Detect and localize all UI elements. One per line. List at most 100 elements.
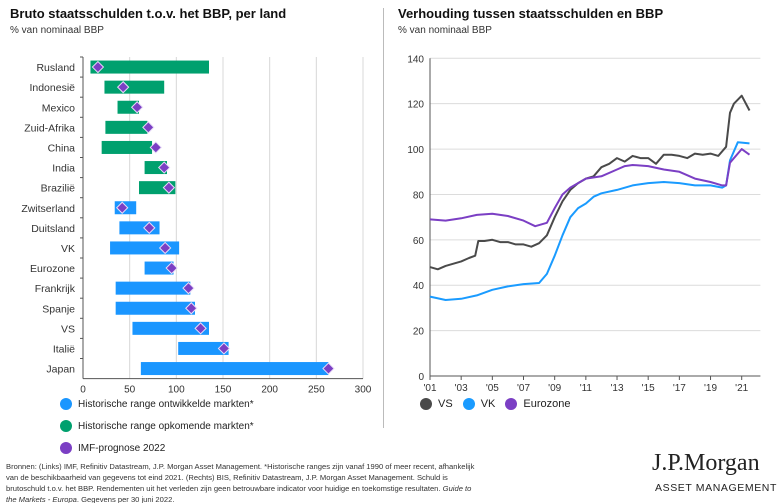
imf-marker-Zuid-Afrika bbox=[142, 121, 155, 134]
imf-marker-Duitsland bbox=[143, 221, 156, 235]
category-label: VK bbox=[61, 243, 75, 255]
logo-subtitle: ASSET MANAGEMENT bbox=[655, 482, 778, 494]
imf-marker-Zwitserland bbox=[115, 201, 129, 214]
x-tick-label: '21 bbox=[735, 383, 748, 394]
line-series-Eurozone bbox=[429, 148, 751, 228]
imf-marker-China bbox=[149, 141, 163, 154]
legend-label-vs: VS bbox=[438, 398, 453, 410]
imf-marker-Brazilië bbox=[162, 181, 176, 194]
legend-dot-green bbox=[60, 420, 72, 432]
legend-dot-vk bbox=[462, 398, 475, 410]
category-label: Duitsland bbox=[31, 223, 75, 235]
category-label: Indonesië bbox=[29, 82, 75, 94]
imf-marker-VK bbox=[158, 241, 172, 255]
range-bar-China bbox=[101, 140, 153, 154]
imf-marker-Mexico bbox=[130, 101, 144, 114]
x-tick-label: '15 bbox=[642, 383, 655, 394]
x-tick-label: 150 bbox=[215, 385, 232, 396]
y-tick-label: 140 bbox=[407, 54, 424, 65]
x-tick-label: '09 bbox=[548, 383, 561, 394]
imf-marker-Rusland bbox=[91, 60, 105, 74]
category-label: Mexico bbox=[42, 102, 75, 114]
legend-imf: IMF-prognose 2022 bbox=[60, 442, 165, 454]
line-legend: VS VK Eurozone bbox=[420, 398, 570, 410]
range-bar-VS bbox=[132, 321, 209, 335]
x-tick-label: '01 bbox=[423, 383, 436, 394]
category-label: Brazilië bbox=[41, 183, 76, 195]
y-tick-label: 120 bbox=[407, 100, 424, 111]
debt-line-chart: 0 20 40 60 80 100 120 140 '01 '03 '05 '07 '09 '11 '13 '… bbox=[407, 54, 761, 394]
x-tick-label: 200 bbox=[261, 385, 278, 396]
category-label: Rusland bbox=[36, 62, 75, 74]
y-tick-label: 60 bbox=[413, 236, 425, 247]
y-tick-label: 80 bbox=[413, 190, 425, 201]
imf-marker-Japan bbox=[322, 362, 335, 375]
logo-jpmorgan: J.P.Morgan bbox=[652, 450, 760, 476]
legend-label: Historische range opkomende markten* bbox=[78, 420, 254, 432]
y-tick-label: 100 bbox=[407, 145, 424, 156]
x-tick-label: '07 bbox=[517, 383, 530, 394]
range-bar-Spanje bbox=[115, 301, 195, 315]
category-label: China bbox=[48, 142, 76, 154]
legend-label: Historische range ontwikkelde markten* bbox=[78, 398, 254, 410]
imf-marker-Spanje bbox=[185, 302, 198, 315]
range-bar-Japan bbox=[140, 362, 329, 376]
footer-sources: Bronnen: (Links) IMF, Refinitiv Datastre… bbox=[6, 461, 476, 503]
line-series-VK bbox=[429, 141, 750, 301]
range-bar-Mexico bbox=[117, 100, 139, 114]
range-bar-Italië bbox=[178, 341, 229, 355]
imf-marker-VS bbox=[194, 322, 207, 335]
legend-label-vk: VK bbox=[480, 398, 496, 410]
x-tick-label: 0 bbox=[80, 385, 86, 396]
legend-dot-purple bbox=[60, 442, 72, 454]
x-tick-label: '13 bbox=[610, 383, 623, 394]
category-label: Italië bbox=[53, 343, 75, 355]
right-chart-subtitle: % van nominaal BBP bbox=[398, 25, 492, 36]
category-label: Spanje bbox=[42, 303, 75, 315]
imf-marker-Italië bbox=[217, 342, 231, 355]
imf-marker-Eurozone bbox=[165, 261, 178, 275]
range-bar-Zuid-Afrika bbox=[105, 120, 148, 134]
imf-marker-Indonesië bbox=[116, 80, 130, 94]
y-tick-label: 20 bbox=[413, 327, 425, 338]
x-tick-label: '11 bbox=[580, 383, 593, 394]
footer-italic: Guide to the Markets - Europa bbox=[6, 484, 472, 503]
right-chart-title: Verhouding tussen staatsschulden en BBP bbox=[398, 6, 664, 21]
range-bar-VK bbox=[110, 241, 180, 255]
range-bar-chart: 0 50 100 150 200 250 300 Rusland Indonesië Mexico… bbox=[21, 56, 372, 396]
category-label: Japan bbox=[46, 364, 75, 376]
legend-dot-eurozone bbox=[505, 398, 518, 410]
legend-label: IMF-prognose 2022 bbox=[78, 442, 166, 454]
left-chart-title: Bruto staatsschulden t.o.v. het BBP, per… bbox=[10, 6, 287, 21]
legend-label-eurozone: Eurozone bbox=[523, 398, 571, 410]
category-label: Zuid-Afrika bbox=[24, 122, 75, 134]
legend-dot-blue bbox=[60, 398, 72, 410]
legend-dot-vs bbox=[420, 398, 432, 410]
footer-tail: . Gegevens per 30 juni 2022. bbox=[76, 495, 175, 503]
category-label: Eurozone bbox=[30, 263, 75, 275]
range-bar-Indonesië bbox=[104, 80, 165, 94]
x-tick-label: '19 bbox=[704, 383, 717, 394]
imf-marker-Frankrijk bbox=[182, 281, 195, 295]
footer-text: Bronnen: (Links) IMF, Refinitiv Datastre… bbox=[6, 462, 475, 493]
x-tick-label: 50 bbox=[124, 385, 136, 396]
x-tick-label: 250 bbox=[308, 385, 325, 396]
x-tick-label: '17 bbox=[673, 383, 686, 394]
range-bar-Eurozone bbox=[144, 261, 174, 275]
panel-divider bbox=[383, 8, 384, 428]
line-series-VS bbox=[429, 94, 751, 271]
category-label: Zwitserland bbox=[21, 203, 75, 215]
range-bar-Frankrijk bbox=[115, 281, 191, 295]
range-bar-Rusland bbox=[90, 60, 209, 74]
imf-marker-India bbox=[157, 161, 171, 174]
y-tick-label: 0 bbox=[418, 372, 424, 383]
category-label: Frankrijk bbox=[35, 283, 76, 295]
x-tick-label: 100 bbox=[168, 385, 185, 396]
category-label: India bbox=[52, 163, 75, 175]
x-tick-label: '03 bbox=[455, 383, 468, 394]
y-tick-label: 40 bbox=[413, 281, 425, 292]
left-chart-subtitle: % van nominaal BBP bbox=[10, 25, 104, 36]
x-tick-label: 300 bbox=[355, 385, 372, 396]
x-tick-label: '05 bbox=[486, 383, 499, 394]
